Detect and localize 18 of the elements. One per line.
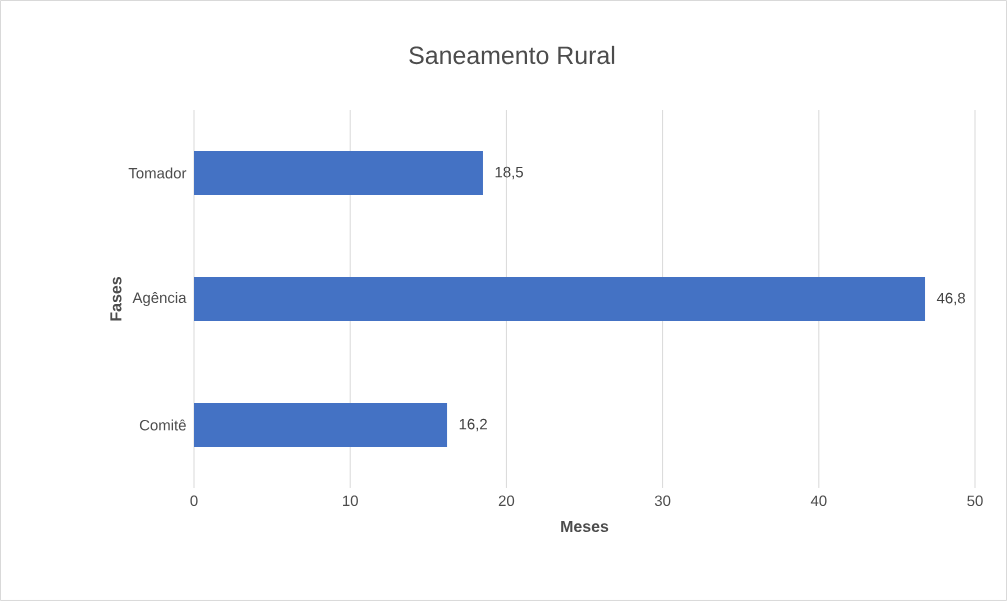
x-tick-label: 20 xyxy=(498,495,515,507)
x-tick-label: 10 xyxy=(343,495,358,507)
y-tick-label: Comitê xyxy=(139,419,186,431)
data-label: 16,2 xyxy=(459,418,487,432)
bar xyxy=(194,276,926,321)
y-axis-title: Fases xyxy=(110,277,122,321)
bar xyxy=(194,150,483,195)
y-tick-label: Agência xyxy=(132,292,187,306)
bar xyxy=(194,402,448,447)
x-tick-label: 40 xyxy=(810,495,827,507)
x-tick-label: 30 xyxy=(654,495,671,507)
x-tick-label: 0 xyxy=(190,495,198,507)
y-tick-label: Tomador xyxy=(128,167,187,179)
x-tick-label: 50 xyxy=(967,495,983,507)
x-axis-title: Meses xyxy=(561,520,609,533)
data-label: 46,8 xyxy=(936,292,965,306)
data-label: 18,5 xyxy=(495,166,523,180)
chart-title: Saneamento Rural xyxy=(409,45,615,65)
